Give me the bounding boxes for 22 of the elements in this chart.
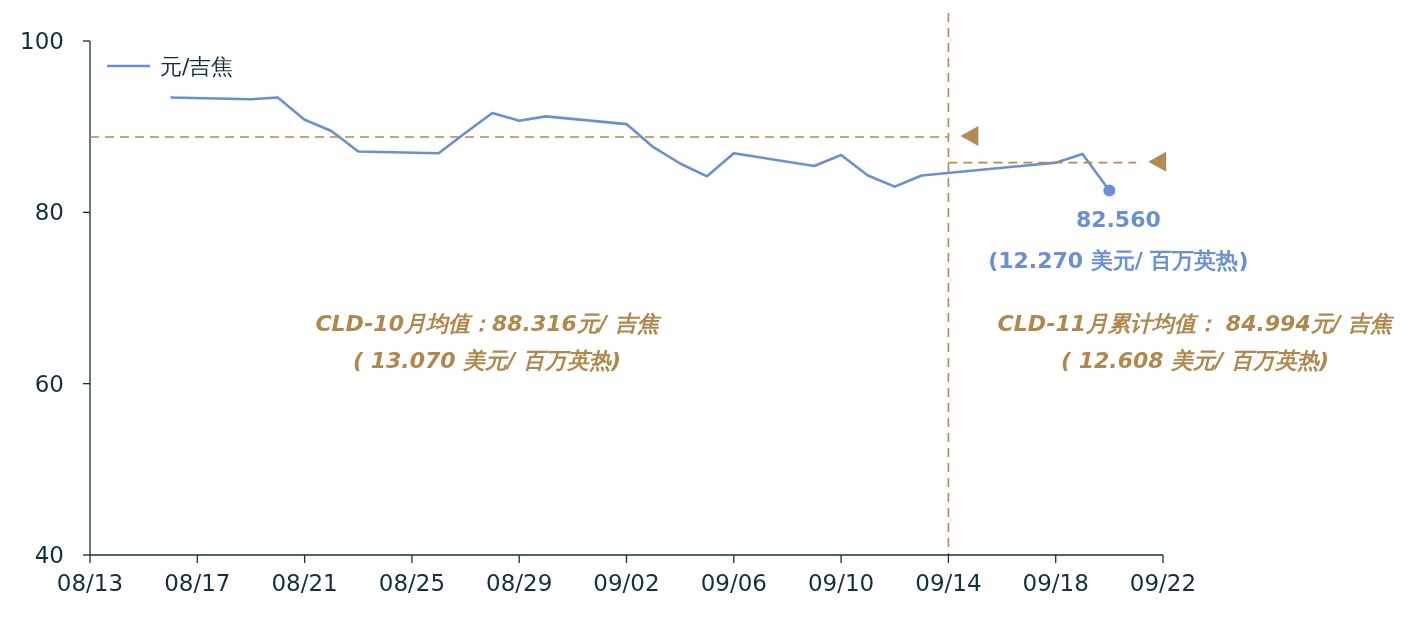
x-tick-label: 09/22 <box>1129 570 1197 596</box>
y-tick-label: 40 <box>34 542 64 568</box>
annotation: CLD-11月累计均值： 84.994元/ 吉焦 <box>997 311 1393 336</box>
legend-label: 元/吉焦 <box>160 53 234 79</box>
x-tick-label: 08/17 <box>164 570 231 596</box>
x-tick-label: 09/14 <box>915 570 982 596</box>
x-tick-label: 09/06 <box>700 570 767 596</box>
y-tick-label: 100 <box>20 28 64 54</box>
x-tick-label: 08/29 <box>486 570 553 596</box>
x-tick-label: 08/25 <box>378 570 446 596</box>
annotation: ( 12.608 美元/ 百万英热) <box>1061 348 1329 373</box>
x-tick-label: 08/21 <box>271 570 338 596</box>
x-tick-label: 08/13 <box>56 570 124 596</box>
annotation: 82.560 <box>1075 207 1161 233</box>
x-tick-label: 09/10 <box>807 570 875 596</box>
annotation: CLD-10月均值：88.316元/ 吉焦 <box>315 311 659 336</box>
y-tick-label: 60 <box>34 370 64 397</box>
annotation: ( 13.070 美元/ 百万英热) <box>353 348 621 373</box>
x-tick-label: 09/18 <box>1022 570 1089 596</box>
x-tick-label: 09/02 <box>593 570 660 596</box>
y-tick-label: 80 <box>34 199 64 226</box>
annotation: (12.270 美元/ 百万英热) <box>988 248 1249 274</box>
